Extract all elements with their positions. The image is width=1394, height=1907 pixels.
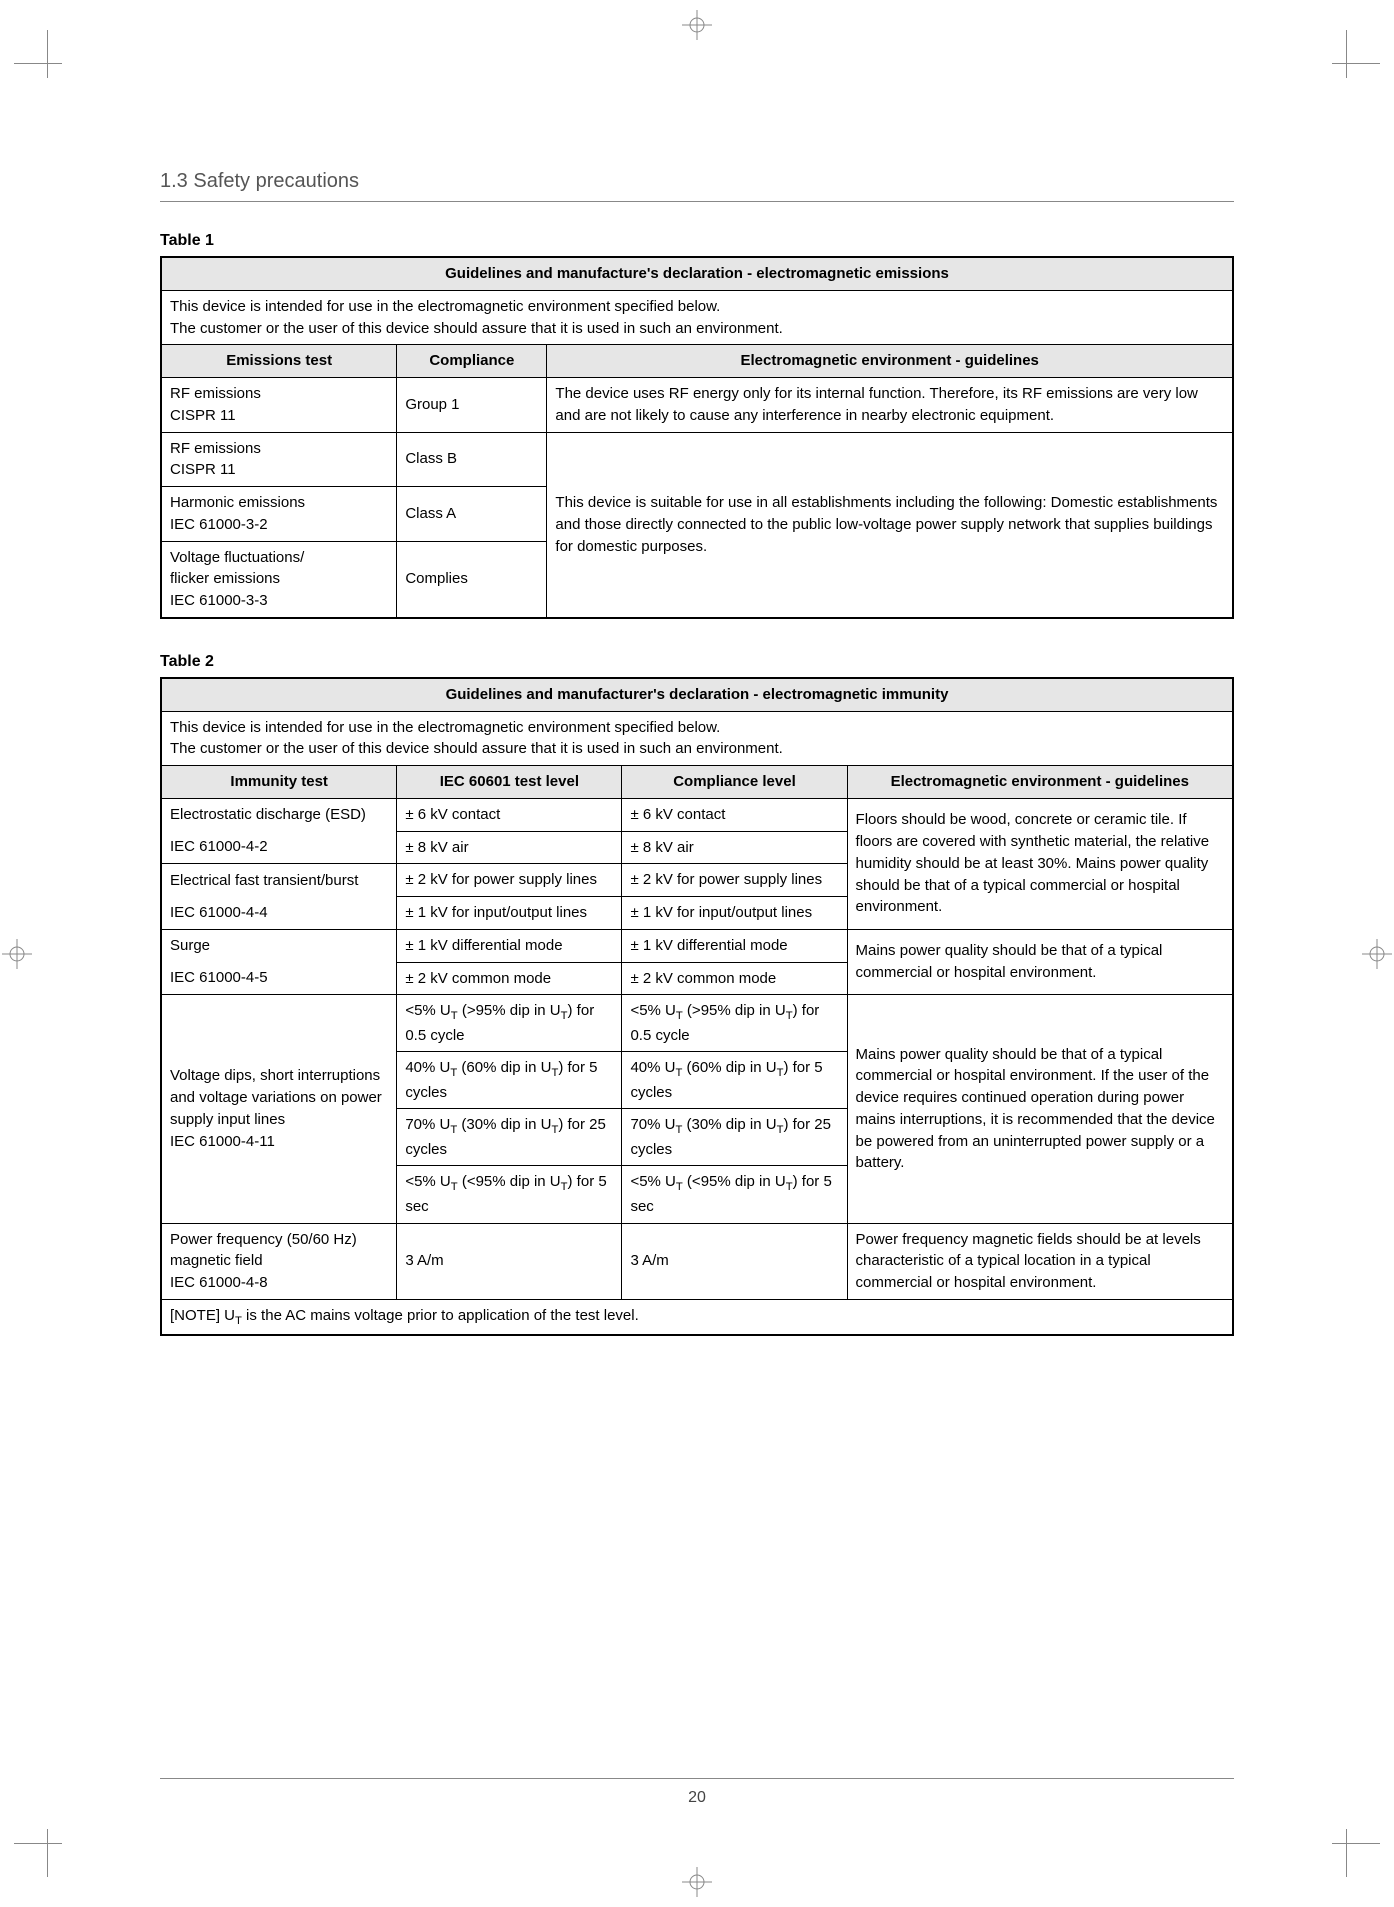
t2-eft-test-l1: Electrical fast transient/burst xyxy=(161,864,397,897)
dr4sc: for 5 sec xyxy=(630,1173,831,1214)
dr4s: for 5 sec xyxy=(405,1173,606,1214)
pft2: IEC 61000-4-8 xyxy=(170,1274,268,1291)
table2-intro: This device is intended for use in the e… xyxy=(161,711,1233,766)
table1-r1-comp: Group 1 xyxy=(397,378,547,433)
t2-dip-r3-comp: 70% UT (30% dip in UT) for 25 cycles xyxy=(622,1109,847,1166)
t2-esd-test-l1: Electrostatic discharge (ESD) xyxy=(161,798,397,831)
t2-env-shared1: Floors should be wood, concrete or ceram… xyxy=(847,798,1233,929)
t1r4l1: Voltage fluctuations/ xyxy=(170,549,304,566)
table2-h1: Immunity test xyxy=(161,766,397,799)
table1-h2: Compliance xyxy=(397,345,547,378)
t2-dip-r2-lvl: 40% UT (60% dip in UT) for 5 cycles xyxy=(397,1052,622,1109)
t2-note: [NOTE] UT is the AC mains voltage prior … xyxy=(161,1299,1233,1335)
t1r2l1: RF emissions xyxy=(170,440,261,457)
t1r4l3: IEC 61000-3-3 xyxy=(170,592,268,609)
table2-h3: Compliance level xyxy=(622,766,847,799)
t2-surge-r2-comp: ± 2 kV common mode xyxy=(622,962,847,995)
table1-h1: Emissions test xyxy=(161,345,397,378)
table2-h2: IEC 60601 test level xyxy=(397,766,622,799)
table2-label: Table 2 xyxy=(160,653,1234,671)
t2-eft-r2-lvl: ± 1 kV for input/output lines xyxy=(397,897,622,930)
table1-r1-test: RF emissions CISPR 11 xyxy=(161,378,397,433)
t2-esd-r1-lvl: ± 6 kV contact xyxy=(397,798,622,831)
t2-surge-r1-comp: ± 1 kV differential mode xyxy=(622,929,847,962)
t2-dip-r1-comp: <5% UT (>95% dip in UT) for 0.5 cycle xyxy=(622,995,847,1052)
t2-surge-env: Mains power quality should be that of a … xyxy=(847,929,1233,995)
t1r3l2: IEC 61000-3-2 xyxy=(170,516,268,533)
t2-dip-r2-comp: 40% UT (60% dip in UT) for 5 cycles xyxy=(622,1052,847,1109)
t2-dip-r1-lvl: <5% UT (>95% dip in UT) for 0.5 cycle xyxy=(397,995,622,1052)
t2-esd-r1-comp: ± 6 kV contact xyxy=(622,798,847,831)
table1-r3-comp: Class A xyxy=(397,487,547,542)
t1r4l2: flicker emissions xyxy=(170,570,280,587)
table1-intro: This device is intended for use in the e… xyxy=(161,290,1233,345)
table1-label: Table 1 xyxy=(160,232,1234,250)
t2-dip-env: Mains power quality should be that of a … xyxy=(847,995,1233,1223)
page-number: 20 xyxy=(688,1789,706,1806)
registration-mark-left xyxy=(2,939,32,969)
t1r1l2: CISPR 11 xyxy=(170,407,236,424)
table1-r2-test: RF emissions CISPR 11 xyxy=(161,432,397,487)
t2-pf-env: Power frequency magnetic fields should b… xyxy=(847,1223,1233,1299)
t2i1: This device is intended for use in the e… xyxy=(170,719,720,736)
crop-mark-tr xyxy=(1328,30,1380,82)
t2-eft-r1-comp: ± 2 kV for power supply lines xyxy=(622,864,847,897)
table1: Guidelines and manufacture's declaration… xyxy=(160,256,1234,619)
t2-pf-test: Power frequency (50/60 Hz) magnetic fiel… xyxy=(161,1223,397,1299)
t1r3l1: Harmonic emissions xyxy=(170,494,305,511)
table1-intro-l1: This device is intended for use in the e… xyxy=(170,298,720,315)
registration-mark-bottom xyxy=(682,1867,712,1897)
table1-intro-l2: The customer or the user of this device … xyxy=(170,320,783,337)
t2-dip-r3-lvl: 70% UT (30% dip in UT) for 25 cycles xyxy=(397,1109,622,1166)
t2-esd-test-l2: IEC 61000-4-2 xyxy=(161,831,397,864)
t2-esd-r2-comp: ± 8 kV air xyxy=(622,831,847,864)
table1-r4-test: Voltage fluctuations/ flicker emissions … xyxy=(161,541,397,618)
crop-mark-bl xyxy=(14,1825,66,1877)
dr3sc: for 25 cycles xyxy=(630,1116,831,1157)
table1-h3: Electromagnetic environment - guidelines xyxy=(547,345,1233,378)
notepfx: [NOTE] U xyxy=(170,1307,235,1324)
dr1sc: for 0.5 cycle xyxy=(630,1002,819,1043)
t2-esd-r2-lvl: ± 8 kV air xyxy=(397,831,622,864)
crop-mark-tl xyxy=(14,30,66,82)
t1r2l2: CISPR 11 xyxy=(170,461,236,478)
table1-r4-comp: Complies xyxy=(397,541,547,618)
t2-dip-test: Voltage dips, short interruptions and vo… xyxy=(161,995,397,1223)
notesfx: is the AC mains voltage prior to applica… xyxy=(242,1307,639,1324)
page: 1.3 Safety precautions Table 1 Guideline… xyxy=(0,0,1394,1907)
t2-surge-test-l2: IEC 61000-4-5 xyxy=(161,962,397,995)
t2-surge-r2-lvl: ± 2 kV common mode xyxy=(397,962,622,995)
table1-r2-comp: Class B xyxy=(397,432,547,487)
dr1s: for 0.5 cycle xyxy=(405,1002,594,1043)
pft1: Power frequency (50/60 Hz) magnetic fiel… xyxy=(170,1231,357,1270)
t2-eft-r2-comp: ± 1 kV for input/output lines xyxy=(622,897,847,930)
t2-pf-comp: 3 A/m xyxy=(622,1223,847,1299)
page-footer: 20 xyxy=(160,1778,1234,1807)
t1r1l1: RF emissions xyxy=(170,385,261,402)
t2-pf-lvl: 3 A/m xyxy=(397,1223,622,1299)
table2-h4: Electromagnetic environment - guidelines xyxy=(847,766,1233,799)
table1-r1-env: The device uses RF energy only for its i… xyxy=(547,378,1233,433)
t2-dip-r4-lvl: <5% UT (<95% dip in UT) for 5 sec xyxy=(397,1166,622,1223)
crop-mark-br xyxy=(1328,1825,1380,1877)
t2-surge-r1-lvl: ± 1 kV differential mode xyxy=(397,929,622,962)
t2-eft-test-l2: IEC 61000-4-4 xyxy=(161,897,397,930)
t2dipt2: IEC 61000-4-11 xyxy=(170,1133,275,1150)
dr2s: for 5 cycles xyxy=(405,1059,597,1100)
t2-surge-test-l1: Surge xyxy=(161,929,397,962)
table2-title: Guidelines and manufacturer's declaratio… xyxy=(161,678,1233,711)
section-title: 1.3 Safety precautions xyxy=(160,170,1234,202)
t2-dip-r4-comp: <5% UT (<95% dip in UT) for 5 sec xyxy=(622,1166,847,1223)
dr3s: for 25 cycles xyxy=(405,1116,606,1157)
registration-mark-right xyxy=(1362,939,1392,969)
dr2sc: for 5 cycles xyxy=(630,1059,822,1100)
t2i2: The customer or the user of this device … xyxy=(170,740,783,757)
table1-r3-test: Harmonic emissions IEC 61000-3-2 xyxy=(161,487,397,542)
t2-eft-r1-lvl: ± 2 kV for power supply lines xyxy=(397,864,622,897)
table1-title: Guidelines and manufacture's declaration… xyxy=(161,257,1233,290)
table2: Guidelines and manufacturer's declaratio… xyxy=(160,677,1234,1336)
registration-mark-top xyxy=(682,10,712,40)
t2dipt1: Voltage dips, short interruptions and vo… xyxy=(170,1067,382,1128)
table1-shared-env: This device is suitable for use in all e… xyxy=(547,432,1233,618)
